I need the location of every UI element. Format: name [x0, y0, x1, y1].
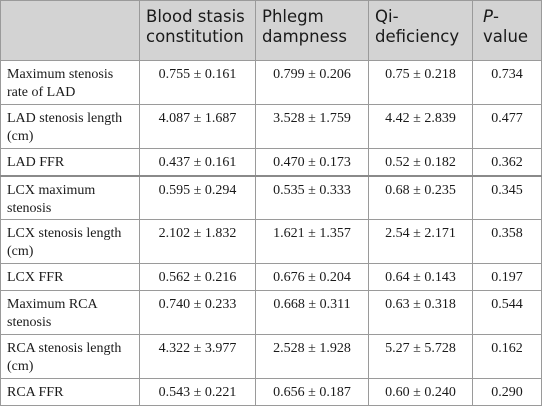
cell-qi-deficiency: 0.63 ± 0.318: [368, 290, 473, 335]
cell-qi-deficiency: 4.42 ± 2.839: [368, 104, 473, 149]
row-label: RCA FFR: [0, 378, 140, 406]
row-label: Maximum RCA stenosis: [0, 290, 140, 335]
header-p-rest: -value: [483, 7, 529, 46]
cell-phlegm-dampness: 0.676 ± 0.204: [255, 263, 369, 291]
cell-blood-stasis: 2.102 ± 1.832: [139, 219, 256, 264]
cell-blood-stasis: 4.087 ± 1.687: [139, 104, 256, 149]
row-label: LCX FFR: [0, 263, 140, 291]
cell-qi-deficiency: 5.27 ± 5.728: [368, 334, 473, 379]
cell-phlegm-dampness: 2.528 ± 1.928: [255, 334, 369, 379]
table-row: Maximum RCA stenosis 0.740 ± 0.233 0.668…: [0, 290, 542, 335]
cell-phlegm-dampness: 0.470 ± 0.173: [255, 148, 369, 177]
table-row: LAD stenosis length (cm) 4.087 ± 1.687 3…: [0, 104, 542, 149]
cell-p-value: 0.290: [472, 378, 542, 406]
header-blood-stasis: Blood stasis constitution: [139, 0, 256, 61]
cell-p-value: 0.358: [472, 219, 542, 264]
table-row: Maximum stenosis rate of LAD 0.755 ± 0.1…: [0, 60, 542, 105]
row-label: LAD FFR: [0, 148, 140, 177]
cell-qi-deficiency: 0.75 ± 0.218: [368, 60, 473, 105]
cell-p-value: 0.362: [472, 148, 542, 177]
cell-qi-deficiency: 2.54 ± 2.171: [368, 219, 473, 264]
cell-blood-stasis: 0.562 ± 0.216: [139, 263, 256, 291]
row-label: LAD stenosis length (cm): [0, 104, 140, 149]
table-row: LCX maximum stenosis 0.595 ± 0.294 0.535…: [0, 175, 542, 220]
cell-phlegm-dampness: 0.535 ± 0.333: [255, 175, 369, 220]
cell-phlegm-dampness: 0.656 ± 0.187: [255, 378, 369, 406]
cell-p-value: 0.162: [472, 334, 542, 379]
cell-phlegm-dampness: 0.799 ± 0.206: [255, 60, 369, 105]
row-label: LCX maximum stenosis: [0, 175, 140, 220]
cell-p-value: 0.345: [472, 175, 542, 220]
header-p-value: P-value: [472, 0, 542, 61]
cell-p-value: 0.544: [472, 290, 542, 335]
row-label: Maximum stenosis rate of LAD: [0, 60, 140, 105]
header-qi-deficiency: Qi-deficiency: [368, 0, 473, 61]
cell-phlegm-dampness: 1.621 ± 1.357: [255, 219, 369, 264]
cell-p-value: 0.734: [472, 60, 542, 105]
cell-qi-deficiency: 0.60 ± 0.240: [368, 378, 473, 406]
cell-phlegm-dampness: 3.528 ± 1.759: [255, 104, 369, 149]
cell-blood-stasis: 0.543 ± 0.221: [139, 378, 256, 406]
cell-blood-stasis: 4.322 ± 3.977: [139, 334, 256, 379]
cell-blood-stasis: 0.595 ± 0.294: [139, 175, 256, 220]
cell-p-value: 0.197: [472, 263, 542, 291]
row-label: LCX stenosis length (cm): [0, 219, 140, 264]
header-row: Blood stasis constitution Phlegm dampnes…: [0, 0, 542, 61]
table-row: LAD FFR 0.437 ± 0.161 0.470 ± 0.173 0.52…: [0, 148, 542, 177]
table-row: RCA stenosis length (cm) 4.322 ± 3.977 2…: [0, 334, 542, 379]
table-row: LCX stenosis length (cm) 2.102 ± 1.832 1…: [0, 219, 542, 264]
cell-qi-deficiency: 0.64 ± 0.143: [368, 263, 473, 291]
table-row: RCA FFR 0.543 ± 0.221 0.656 ± 0.187 0.60…: [0, 378, 542, 406]
row-label: RCA stenosis length (cm): [0, 334, 140, 379]
header-phlegm-dampness: Phlegm dampness: [255, 0, 369, 61]
header-p-italic: P: [483, 7, 493, 26]
cell-qi-deficiency: 0.68 ± 0.235: [368, 175, 473, 220]
cell-blood-stasis: 0.740 ± 0.233: [139, 290, 256, 335]
cell-qi-deficiency: 0.52 ± 0.182: [368, 148, 473, 177]
cell-blood-stasis: 0.437 ± 0.161: [139, 148, 256, 177]
cell-blood-stasis: 0.755 ± 0.161: [139, 60, 256, 105]
cell-p-value: 0.477: [472, 104, 542, 149]
header-empty-cell: [0, 0, 140, 61]
cell-phlegm-dampness: 0.668 ± 0.311: [255, 290, 369, 335]
table-row: LCX FFR 0.562 ± 0.216 0.676 ± 0.204 0.64…: [0, 263, 542, 291]
